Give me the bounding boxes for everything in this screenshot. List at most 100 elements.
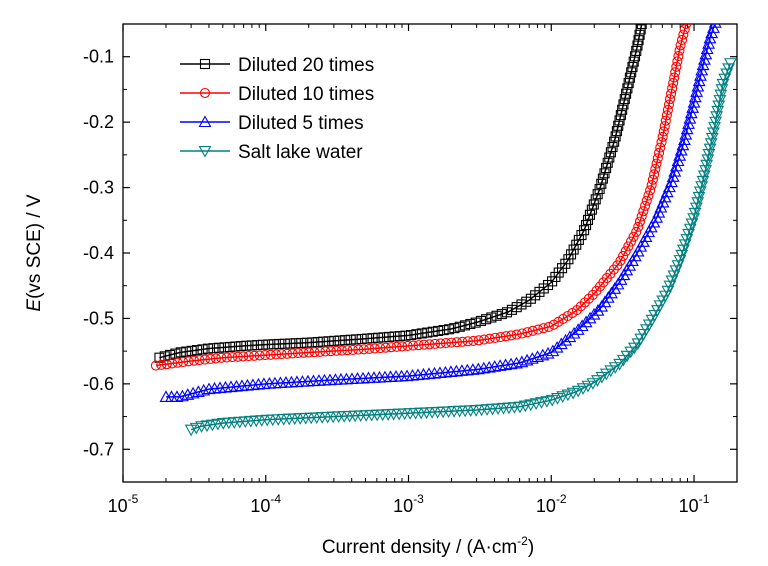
data-point: [643, 190, 654, 201]
data-point: [669, 265, 683, 278]
x-tick-base: 10: [536, 496, 556, 516]
data-point: [633, 221, 644, 232]
data-point: [318, 336, 329, 347]
data-point: [235, 341, 246, 352]
data-point: [260, 350, 271, 361]
data-point: [575, 319, 589, 332]
data-point: [246, 340, 257, 351]
legend-label: Diluted 20 times: [238, 55, 374, 76]
data-point: [604, 286, 618, 299]
data-point: [724, 58, 737, 70]
data-point: [659, 121, 670, 132]
x-tick-exponent: -2: [556, 492, 567, 506]
data-point: [285, 338, 296, 349]
data-point: [608, 362, 622, 374]
legend: Diluted 20 times Diluted 10 times Diluted …: [180, 55, 374, 163]
data-point: [720, 68, 734, 81]
data-point: [622, 83, 633, 94]
data-point: [161, 359, 172, 370]
data-point: [623, 77, 634, 89]
data-point: [581, 220, 592, 231]
series-1: [150, 24, 692, 371]
data-point: [668, 77, 679, 89]
data-point: [712, 12, 723, 22]
data-point: [411, 329, 422, 340]
data-point: [312, 336, 323, 348]
data-point: [665, 275, 679, 288]
data-point: [282, 348, 293, 359]
data-point: [292, 348, 304, 359]
data-point: [653, 147, 665, 158]
data-point: [221, 352, 232, 363]
data-point: [704, 138, 718, 150]
data-point: [301, 337, 312, 348]
data-point: [615, 255, 626, 266]
data-point: [620, 246, 631, 257]
data-point: [623, 241, 634, 252]
data-point: [609, 136, 620, 147]
x-tick-label: 10-4: [250, 492, 281, 516]
data-point: [454, 321, 465, 332]
data-point: [202, 343, 214, 354]
data-point: [287, 348, 298, 359]
data-point: [632, 40, 643, 51]
data-point: [194, 355, 205, 366]
data-point: [517, 328, 528, 339]
data-point: [602, 157, 613, 168]
data-point: [635, 24, 646, 35]
data-point: [675, 40, 686, 51]
x-tick-base: 10: [679, 496, 699, 516]
data-point: [583, 311, 597, 324]
data-point: [520, 353, 534, 366]
axes-layer: 10-5 10-4 10-3 10-2 10-1-0.1-0.2-0.3-0.4-0.5…: [83, 23, 738, 516]
data-point: [650, 163, 661, 175]
data-point: [703, 143, 717, 156]
data-point: [636, 211, 647, 222]
data-point: [413, 340, 424, 351]
data-point: [696, 175, 710, 188]
data-point: [465, 318, 476, 330]
data-point: [673, 255, 687, 267]
data-point: [636, 24, 647, 30]
data-point: [571, 385, 585, 398]
data-point: [608, 282, 622, 294]
data-point: [380, 342, 391, 353]
data-point: [479, 334, 490, 345]
data-point: [522, 327, 533, 338]
data-point: [156, 359, 167, 370]
data-point: [598, 295, 612, 308]
data-point: [391, 341, 402, 352]
data-point: [433, 325, 444, 336]
data-point: [438, 325, 449, 336]
y-tick-label: -0.3: [83, 178, 114, 198]
data-point: [527, 325, 538, 336]
data-point: [254, 350, 265, 361]
data-point: [678, 29, 689, 40]
data-point: [386, 342, 397, 353]
data-point: [249, 350, 260, 361]
data-point: [579, 225, 590, 236]
data-point: [672, 56, 683, 67]
data-point: [634, 29, 645, 40]
data-point: [706, 127, 720, 140]
data-point: [181, 388, 195, 400]
x-tick-label: 10-3: [393, 492, 424, 516]
data-point: [422, 327, 433, 338]
x-axis-title: Current density / (A·cm-2): [322, 534, 534, 558]
data-point: [334, 335, 345, 346]
data-point: [424, 339, 435, 350]
data-point: [551, 393, 564, 405]
data-point: [496, 308, 507, 320]
data-point: [646, 179, 657, 191]
data-point: [189, 422, 203, 435]
data-point: [541, 346, 555, 359]
series-line: [159, 24, 643, 359]
data-point: [538, 323, 549, 334]
data-point: [661, 110, 672, 121]
data-point: [656, 137, 667, 148]
data-point: [592, 189, 603, 200]
data-point: [664, 94, 676, 105]
data-point: [671, 61, 682, 72]
data-point: [674, 45, 685, 56]
data-point: [320, 346, 331, 357]
